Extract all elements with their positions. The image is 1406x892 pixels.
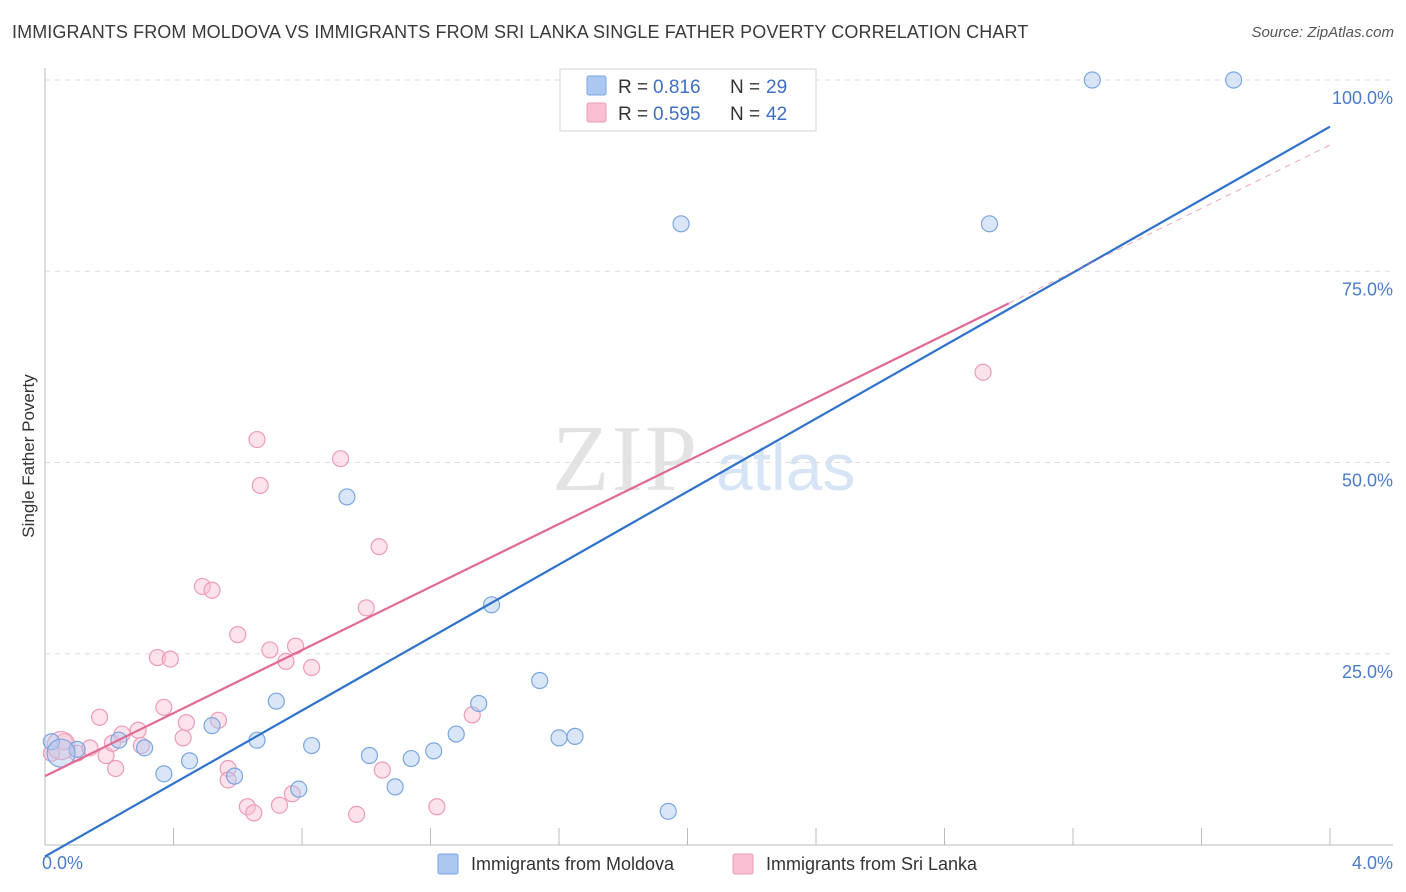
point-srilanka-7	[107, 759, 125, 778]
y-tick-label-3: 100.0%	[1332, 88, 1393, 108]
top-legend: R = 0.816 N = 29 R = 0.595 N = 42	[559, 68, 817, 132]
point-srilanka-32	[331, 450, 350, 468]
source-label: Source: ZipAtlas.com	[1251, 24, 1394, 41]
point-moldova-9	[267, 692, 285, 710]
bottom-legend-label-srilanka: Immigrants from Sri Lanka	[766, 854, 978, 874]
point-srilanka-15	[177, 713, 195, 732]
point-srilanka-36	[373, 761, 391, 779]
point-srilanka-31	[303, 658, 321, 677]
point-srilanka-21	[229, 626, 247, 644]
point-srilanka-17	[203, 581, 221, 599]
point-moldova-20	[531, 671, 549, 690]
point-moldova-15	[402, 749, 420, 768]
point-moldova-16	[425, 742, 443, 760]
point-srilanka-16	[193, 577, 212, 596]
y-tick-label-2: 75.0%	[1342, 279, 1393, 299]
point-moldova-5	[180, 752, 199, 770]
point-moldova-14	[386, 778, 404, 796]
trend-lines	[44, 125, 1331, 858]
point-srilanka-11	[148, 648, 167, 667]
legend-n-label-srilanka: N =	[730, 104, 765, 125]
bottom-legend-label-moldova: Immigrants from Moldova	[471, 854, 675, 874]
point-moldova-22	[566, 727, 584, 745]
point-moldova-4	[155, 765, 173, 783]
point-srilanka-40	[974, 363, 992, 381]
bottom-legend: Immigrants from Moldova Immigrants from …	[437, 853, 978, 875]
point-srilanka-25	[251, 476, 269, 495]
bottom-legend-swatch-moldova	[437, 853, 459, 875]
y-axis-title: Single Father Poverty	[19, 374, 38, 538]
point-srilanka-26	[261, 641, 279, 659]
point-moldova-24	[672, 215, 690, 233]
point-moldova-0	[42, 733, 61, 751]
point-moldova-13	[360, 746, 379, 765]
chart-title: IMMIGRANTS FROM MOLDOVA VS IMMIGRANTS FR…	[12, 22, 1029, 42]
y-tick-labels: 25.0% 50.0% 75.0% 100.0%	[1332, 88, 1393, 682]
point-moldova-10	[290, 780, 308, 798]
point-moldova-18	[470, 694, 488, 713]
point-moldova-3	[135, 739, 154, 757]
point-srilanka-35	[370, 538, 388, 556]
point-srilanka-37	[428, 798, 446, 816]
point-srilanka-10	[132, 736, 150, 755]
point-srilanka-4	[91, 708, 109, 726]
point-srilanka-14	[174, 729, 192, 747]
point-moldova-27	[1225, 71, 1243, 89]
point-srilanka-23	[245, 804, 263, 822]
y-tick-label-1: 50.0%	[1342, 471, 1393, 491]
trend-line-moldova	[44, 125, 1331, 858]
point-srilanka-12	[155, 698, 173, 716]
watermark-atlas: atlas	[716, 430, 855, 504]
point-srilanka-22	[238, 798, 256, 816]
y-tick-label-0: 25.0%	[1342, 662, 1393, 682]
series-moldova-points	[42, 71, 1243, 820]
point-srilanka-41	[46, 730, 76, 761]
legend-r-value-moldova: 0.816	[653, 77, 701, 98]
point-srilanka-13	[161, 650, 179, 668]
x-ticks	[44, 828, 1331, 845]
grid-lines	[45, 79, 1393, 655]
trend-line-srilanka-extension	[1008, 144, 1331, 304]
trend-line-srilanka	[44, 302, 1010, 778]
point-moldova-17	[447, 725, 465, 743]
legend-n-label-moldova: N =	[730, 77, 765, 98]
legend-swatch-srilanka	[586, 102, 607, 123]
point-srilanka-34	[357, 599, 375, 617]
point-moldova-25	[980, 215, 999, 233]
legend-n-value-moldova: 29	[766, 77, 787, 98]
point-srilanka-33	[348, 805, 366, 824]
point-moldova-21	[550, 729, 568, 747]
point-moldova-26	[1083, 71, 1101, 89]
legend-r-value-srilanka: 0.595	[653, 104, 701, 125]
legend-n-value-srilanka: 42	[766, 104, 787, 125]
point-moldova-11	[303, 736, 321, 755]
point-moldova-23	[659, 802, 677, 820]
point-moldova-7	[225, 767, 244, 785]
point-moldova-12	[338, 488, 356, 506]
legend-r-label-moldova: R =	[618, 77, 653, 98]
point-srilanka-27	[270, 796, 289, 814]
point-moldova-6	[203, 717, 221, 735]
point-srilanka-24	[248, 430, 266, 449]
legend-r-label-srilanka: R =	[618, 104, 653, 125]
x-tick-label-max: 4.0%	[1352, 853, 1393, 873]
x-tick-label-min: 0.0%	[42, 853, 83, 873]
point-srilanka-1	[55, 733, 73, 751]
legend-swatch-moldova	[586, 75, 607, 96]
bottom-legend-swatch-srilanka	[732, 853, 754, 875]
watermark-zip: ZIP	[552, 407, 699, 511]
